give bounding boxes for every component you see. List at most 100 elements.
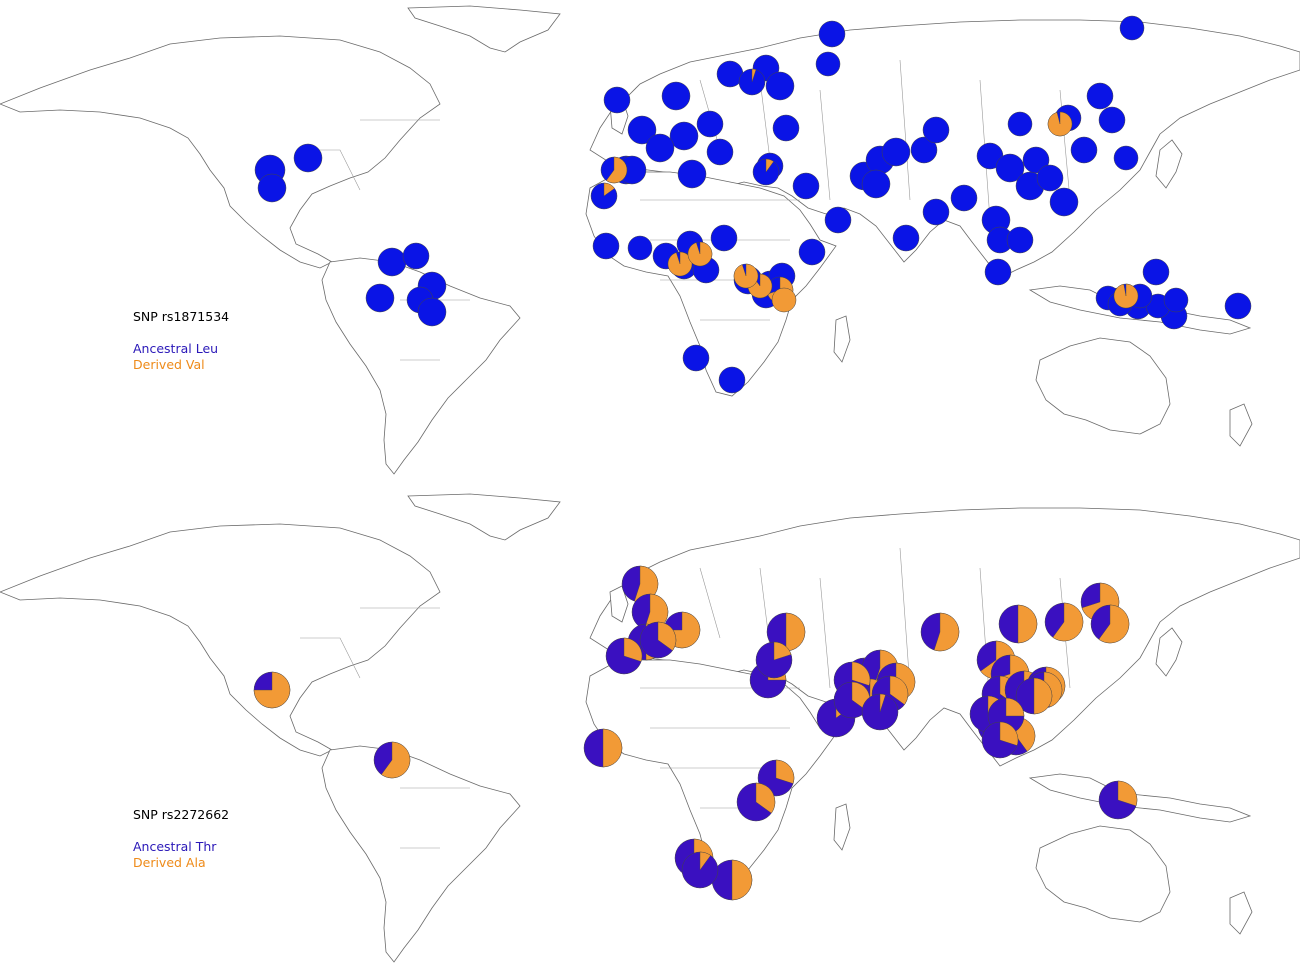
derived-slice <box>1033 677 1053 715</box>
derived-slice <box>381 741 411 779</box>
derived-slice <box>999 721 1019 746</box>
ancestral-slice <box>922 198 950 226</box>
population-pie <box>667 251 693 277</box>
population-pie <box>621 565 659 603</box>
south-america-landmass <box>321 257 521 475</box>
population-pie <box>661 81 691 111</box>
ancestral-slice <box>818 20 846 48</box>
world-map <box>0 493 1300 963</box>
ancestral-slice <box>1113 145 1139 171</box>
derived-slice <box>1005 697 1025 717</box>
population-pie <box>365 283 395 313</box>
derived-slice <box>771 287 797 313</box>
ancestral-slice <box>772 114 800 142</box>
population-pie <box>771 287 797 313</box>
snp-label: SNP rs2272662 <box>133 807 230 822</box>
ancestral-slice <box>1086 82 1114 110</box>
derived-slice <box>889 675 909 705</box>
population-pie <box>824 206 852 234</box>
population-pie <box>687 241 713 267</box>
ancestral-slice <box>1006 226 1034 254</box>
population-pie <box>910 136 938 164</box>
population-pie <box>1049 187 1079 217</box>
population-pie <box>603 86 631 114</box>
ancestral-slice <box>627 115 657 145</box>
population-pie <box>892 224 920 252</box>
ancestral-slice <box>661 81 691 111</box>
derived-allele-label: Derived Ala <box>133 855 206 870</box>
population-pie <box>950 184 978 212</box>
snp-label: SNP rs1871534 <box>133 309 230 324</box>
population-pie <box>1142 258 1170 286</box>
population-pie <box>738 68 766 96</box>
population-pie <box>253 671 291 709</box>
ancestral-slice <box>718 366 746 394</box>
population-pie <box>639 621 677 659</box>
population-pie <box>772 114 800 142</box>
population-pie <box>765 71 795 101</box>
population-pie <box>590 182 618 210</box>
population-pie <box>733 263 759 289</box>
population-pie <box>706 138 734 166</box>
ancestral-slice <box>710 224 738 252</box>
ancestral-slice <box>1007 111 1033 137</box>
ancestral-slice <box>706 138 734 166</box>
legend: SNP rs2272662 Ancestral Thr Derived Ala <box>133 807 229 871</box>
ancestral-slice <box>792 172 820 200</box>
ancestral-slice <box>798 238 826 266</box>
derived-slice <box>699 851 711 871</box>
ancestral-slice <box>603 86 631 114</box>
madagascar-landmass <box>833 803 851 851</box>
south-america-landmass <box>321 745 521 963</box>
derived-slice <box>606 156 628 184</box>
population-pie <box>755 641 793 679</box>
population-pie <box>1047 111 1073 137</box>
population-pie <box>592 232 620 260</box>
population-pie <box>1022 146 1050 174</box>
africa-landmass <box>585 659 837 885</box>
ancestral-allele-label: Ancestral Thr <box>133 839 217 854</box>
population-pie <box>818 20 846 48</box>
derived-slice <box>1117 780 1138 807</box>
population-pie <box>710 224 738 252</box>
derived-slice <box>667 251 693 277</box>
population-pie <box>792 172 820 200</box>
derived-slice <box>765 158 774 173</box>
population-pie <box>922 116 950 144</box>
population-pie <box>861 169 891 199</box>
derived-slice <box>785 612 806 652</box>
population-pie <box>1113 145 1139 171</box>
ancestral-slice <box>1049 187 1079 217</box>
ancestral-allele-label: Ancestral Leu <box>133 341 219 356</box>
ancestral-slice <box>402 242 430 270</box>
ancestral-slice <box>861 169 891 199</box>
population-pie <box>669 121 699 151</box>
population-pie <box>833 681 871 719</box>
population-pie <box>861 693 899 731</box>
population-pie <box>377 247 407 277</box>
population-pie <box>257 173 287 203</box>
population-pie <box>920 612 960 652</box>
ancestral-slice <box>1163 287 1189 313</box>
ancestral-slice <box>592 232 620 260</box>
ancestral-slice <box>1070 136 1098 164</box>
derived-slice <box>775 759 795 784</box>
ancestral-slice <box>682 344 710 372</box>
ancestral-slice <box>815 51 841 77</box>
ancestral-slice <box>696 110 724 138</box>
population-pie <box>583 728 623 768</box>
greenland-landmass <box>407 493 561 541</box>
derived-slice <box>1098 604 1130 644</box>
population-pie <box>682 344 710 372</box>
ancestral-slice <box>910 136 938 164</box>
indonesia-landmass <box>1028 773 1252 823</box>
japan-landmass <box>1155 139 1183 189</box>
ancestral-slice <box>765 71 795 101</box>
population-pie <box>1036 164 1064 192</box>
ancestral-slice <box>824 206 852 234</box>
population-pie <box>711 859 753 901</box>
derived-slice <box>731 859 753 901</box>
britain-landmass <box>609 585 629 623</box>
population-pie <box>881 137 911 167</box>
derived-slice <box>253 671 291 709</box>
